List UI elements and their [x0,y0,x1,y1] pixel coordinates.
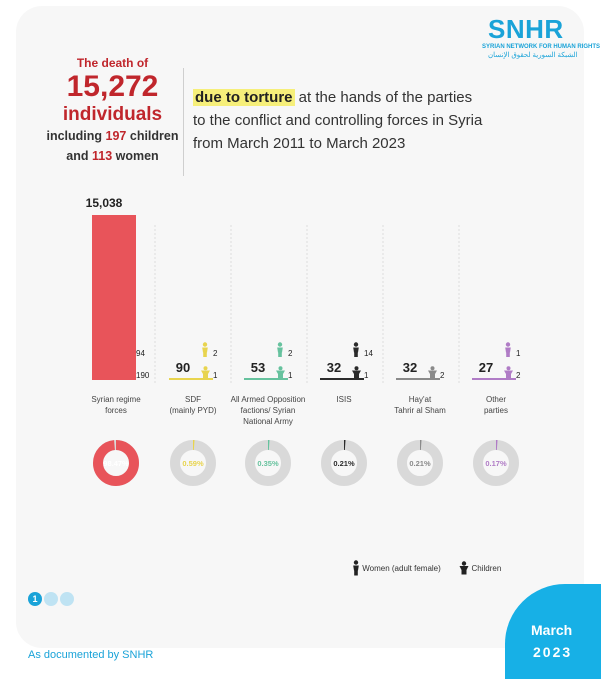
bar-3 [320,378,364,380]
children-word: children [126,129,179,143]
women-line: and 113 women [40,149,185,163]
woman-icon [353,342,359,357]
percent-label-0: 98.47% [103,459,129,468]
percent-label-3: 0.21% [333,459,355,468]
headline-line1-rest: at the hands of the parties [294,89,473,106]
children-count: 197 [105,129,127,143]
legend: Women (adult female) Children [352,560,501,578]
category-label: parties [484,406,508,415]
category-label: Other [486,395,506,404]
logo-subtitle-en: SYRIAN NETWORK FOR HUMAN RIGHTS [482,44,600,50]
women-count-0: 94 [136,349,145,358]
headline-highlight: due to torture [193,89,295,106]
woman-icon [202,342,208,357]
logo-subtitle-ar: الشبكة السورية لحقوق الإنسان [488,52,578,59]
child-icon [124,366,133,378]
child-icon [276,366,285,378]
percent-label-4: 0.21% [409,459,431,468]
footer-source: As documented by SNHR [28,649,154,661]
women-legend-icon [352,560,360,578]
donut-arc-2 [245,440,291,486]
donut-arc-3 [321,440,367,486]
percent-label-5: 0.17% [485,459,507,468]
intro-line1: The death of [76,56,149,70]
bar-1 [169,378,213,380]
women-count: 113 [91,149,113,163]
headline: due to torture at the hands of the parti… [193,86,482,155]
value-label-0: 15,038 [86,196,123,210]
children-count-1: 1 [213,371,218,380]
child-icon [504,366,513,378]
women-legend-label: Women (adult female) [362,564,441,574]
value-label-3: 32 [327,360,341,375]
page-dot-current[interactable]: 1 [28,592,42,606]
bar-4 [396,378,440,380]
value-label-1: 90 [176,360,190,375]
intro-block: The death of 15,272 individuals includin… [40,56,185,163]
vertical-divider [183,68,184,176]
donut-arc-0 [93,440,139,486]
and-word: and [66,149,92,163]
children-legend-icon [459,561,469,577]
donut-arc-5 [473,440,519,486]
child-icon [428,366,437,378]
percent-label-1: 0.59% [182,459,204,468]
date-year: 2023 [533,644,573,660]
child-icon [352,366,361,378]
page-dot-3[interactable] [60,592,74,606]
women-count-1: 2 [213,349,218,358]
category-label: ISIS [336,395,351,404]
headline-line2: to the conflict and controlling forces i… [193,112,483,129]
children-count-2: 1 [288,371,293,380]
headline-line3: from March 2011 to March 2023 [193,135,406,152]
women-count-2: 2 [288,349,293,358]
date-month: March [531,622,573,638]
snhr-logo: SNHR [488,14,564,44]
children-line: including 197 children [40,129,185,143]
children-count-4: 2 [440,371,445,380]
headline-line1: due to torture at the hands of the parti… [193,86,482,109]
woman-icon [277,342,283,357]
children-count-5: 2 [516,371,521,380]
value-label-2: 53 [251,360,265,375]
bar-5 [472,378,516,380]
woman-icon [505,342,511,357]
category-label: All Armed Opposition [231,395,306,404]
category-label: (mainly PYD) [169,406,216,415]
bar-2 [244,378,288,380]
category-label: National Army [243,417,293,426]
including-prefix: including [46,129,106,143]
category-label: SDF [185,395,201,404]
children-count-0: 190 [136,371,150,380]
women-count-5: 1 [516,349,521,358]
women-word: women [112,149,159,163]
women-count-3: 14 [364,349,373,358]
donut-arc-4 [397,440,443,486]
category-label: Syrian regime [91,395,141,404]
category-label: factions/ Syrian [241,406,296,415]
children-legend-label: Children [471,564,502,574]
page-dot-2[interactable] [44,592,58,606]
child-icon [201,366,210,378]
children-count-3: 1 [364,371,369,380]
individuals-label: individuals [62,104,163,125]
category-label: Hay'at [409,395,432,404]
category-label: forces [105,406,127,415]
category-label: Tahrir al Sham [394,406,446,415]
value-label-4: 32 [403,360,417,375]
donut-arc-1 [170,440,216,486]
percent-label-2: 0.35% [257,459,279,468]
value-label-5: 27 [479,360,493,375]
total-deaths: 15,272 [66,70,159,103]
woman-icon [125,342,131,357]
